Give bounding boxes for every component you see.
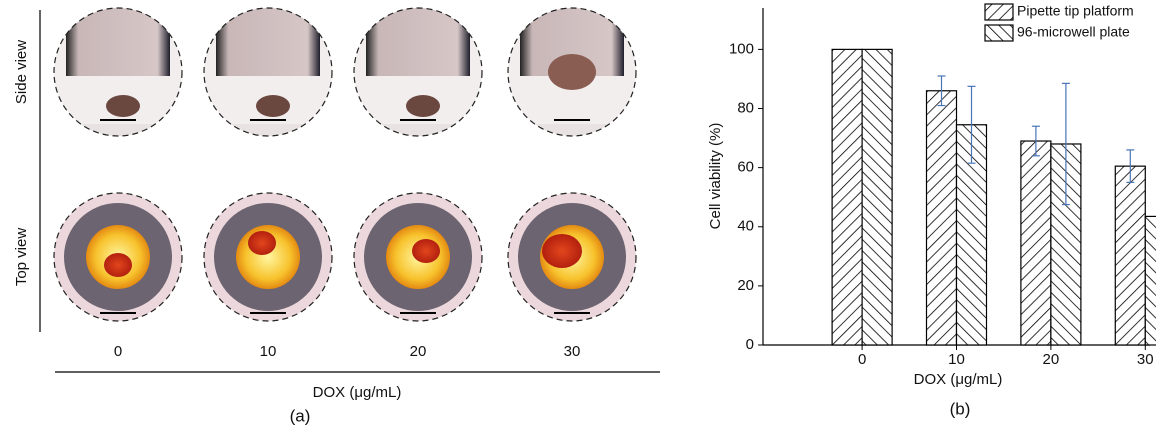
legend-swatch xyxy=(985,25,1013,41)
legend-swatch xyxy=(985,4,1013,20)
bar xyxy=(862,49,892,345)
x-axis-label: DOX (μg/mL) xyxy=(313,384,402,401)
panel-b: 0 20 40 60 80 100 0 10 20 30 DOX (μg/mL) Cell viabi… xyxy=(707,3,1156,419)
legend-label: Pipette tip platform xyxy=(1017,3,1134,19)
spheroid xyxy=(406,95,440,117)
dose-label: 30 xyxy=(564,343,581,360)
panel-a: 0 10 20 30 Side view Top view DOX (μg/mL)(a) xyxy=(13,8,660,425)
x-tick-label: 30 xyxy=(1137,351,1154,368)
side-photo xyxy=(354,8,482,136)
tube-bottom xyxy=(366,124,470,136)
spheroid xyxy=(256,95,290,117)
y-axis-label: Cell viability (%) xyxy=(707,123,724,230)
side-photo xyxy=(54,8,182,136)
dose-label: 10 xyxy=(260,343,277,360)
side-photo xyxy=(508,8,636,136)
tube xyxy=(216,8,320,76)
spheroid xyxy=(548,54,596,90)
dose-label: 0 xyxy=(114,343,122,360)
spheroid xyxy=(542,234,582,268)
y-tick-label: 40 xyxy=(737,218,754,235)
caption: (b) xyxy=(950,399,971,418)
bar xyxy=(832,49,862,345)
bar xyxy=(927,91,957,345)
tube xyxy=(366,8,470,76)
y-tick-label: 100 xyxy=(729,40,754,57)
figure: 0102030Side viewTop viewDOX (μg/mL)(a) 0… xyxy=(0,0,1156,428)
x-axis-label: DOX (μg/mL) xyxy=(914,371,1003,388)
x-tick-label: 20 xyxy=(1043,351,1060,368)
tube xyxy=(66,8,170,76)
row-label: Side view xyxy=(13,40,30,104)
spheroid xyxy=(106,95,140,117)
y-tick-label: 20 xyxy=(737,277,754,294)
dose-label: 20 xyxy=(410,343,427,360)
y-tick-label: 0 xyxy=(746,336,754,353)
x-tick-label: 10 xyxy=(948,351,965,368)
side-photo xyxy=(204,8,332,136)
spheroid xyxy=(104,253,132,277)
spheroid xyxy=(248,231,276,255)
row-label: Top view xyxy=(13,228,30,287)
caption: (a) xyxy=(290,406,311,425)
tube-bottom xyxy=(520,124,624,136)
legend-label: 96-microwell plate xyxy=(1017,24,1130,40)
y-tick-label: 60 xyxy=(737,159,754,176)
y-tick-label: 80 xyxy=(737,99,754,116)
tube-bottom xyxy=(216,124,320,136)
bar xyxy=(1115,166,1145,345)
x-tick-label: 0 xyxy=(858,351,866,368)
spheroid xyxy=(412,239,440,263)
bar xyxy=(1021,141,1051,345)
bar xyxy=(1145,216,1156,345)
tube-bottom xyxy=(66,124,170,136)
